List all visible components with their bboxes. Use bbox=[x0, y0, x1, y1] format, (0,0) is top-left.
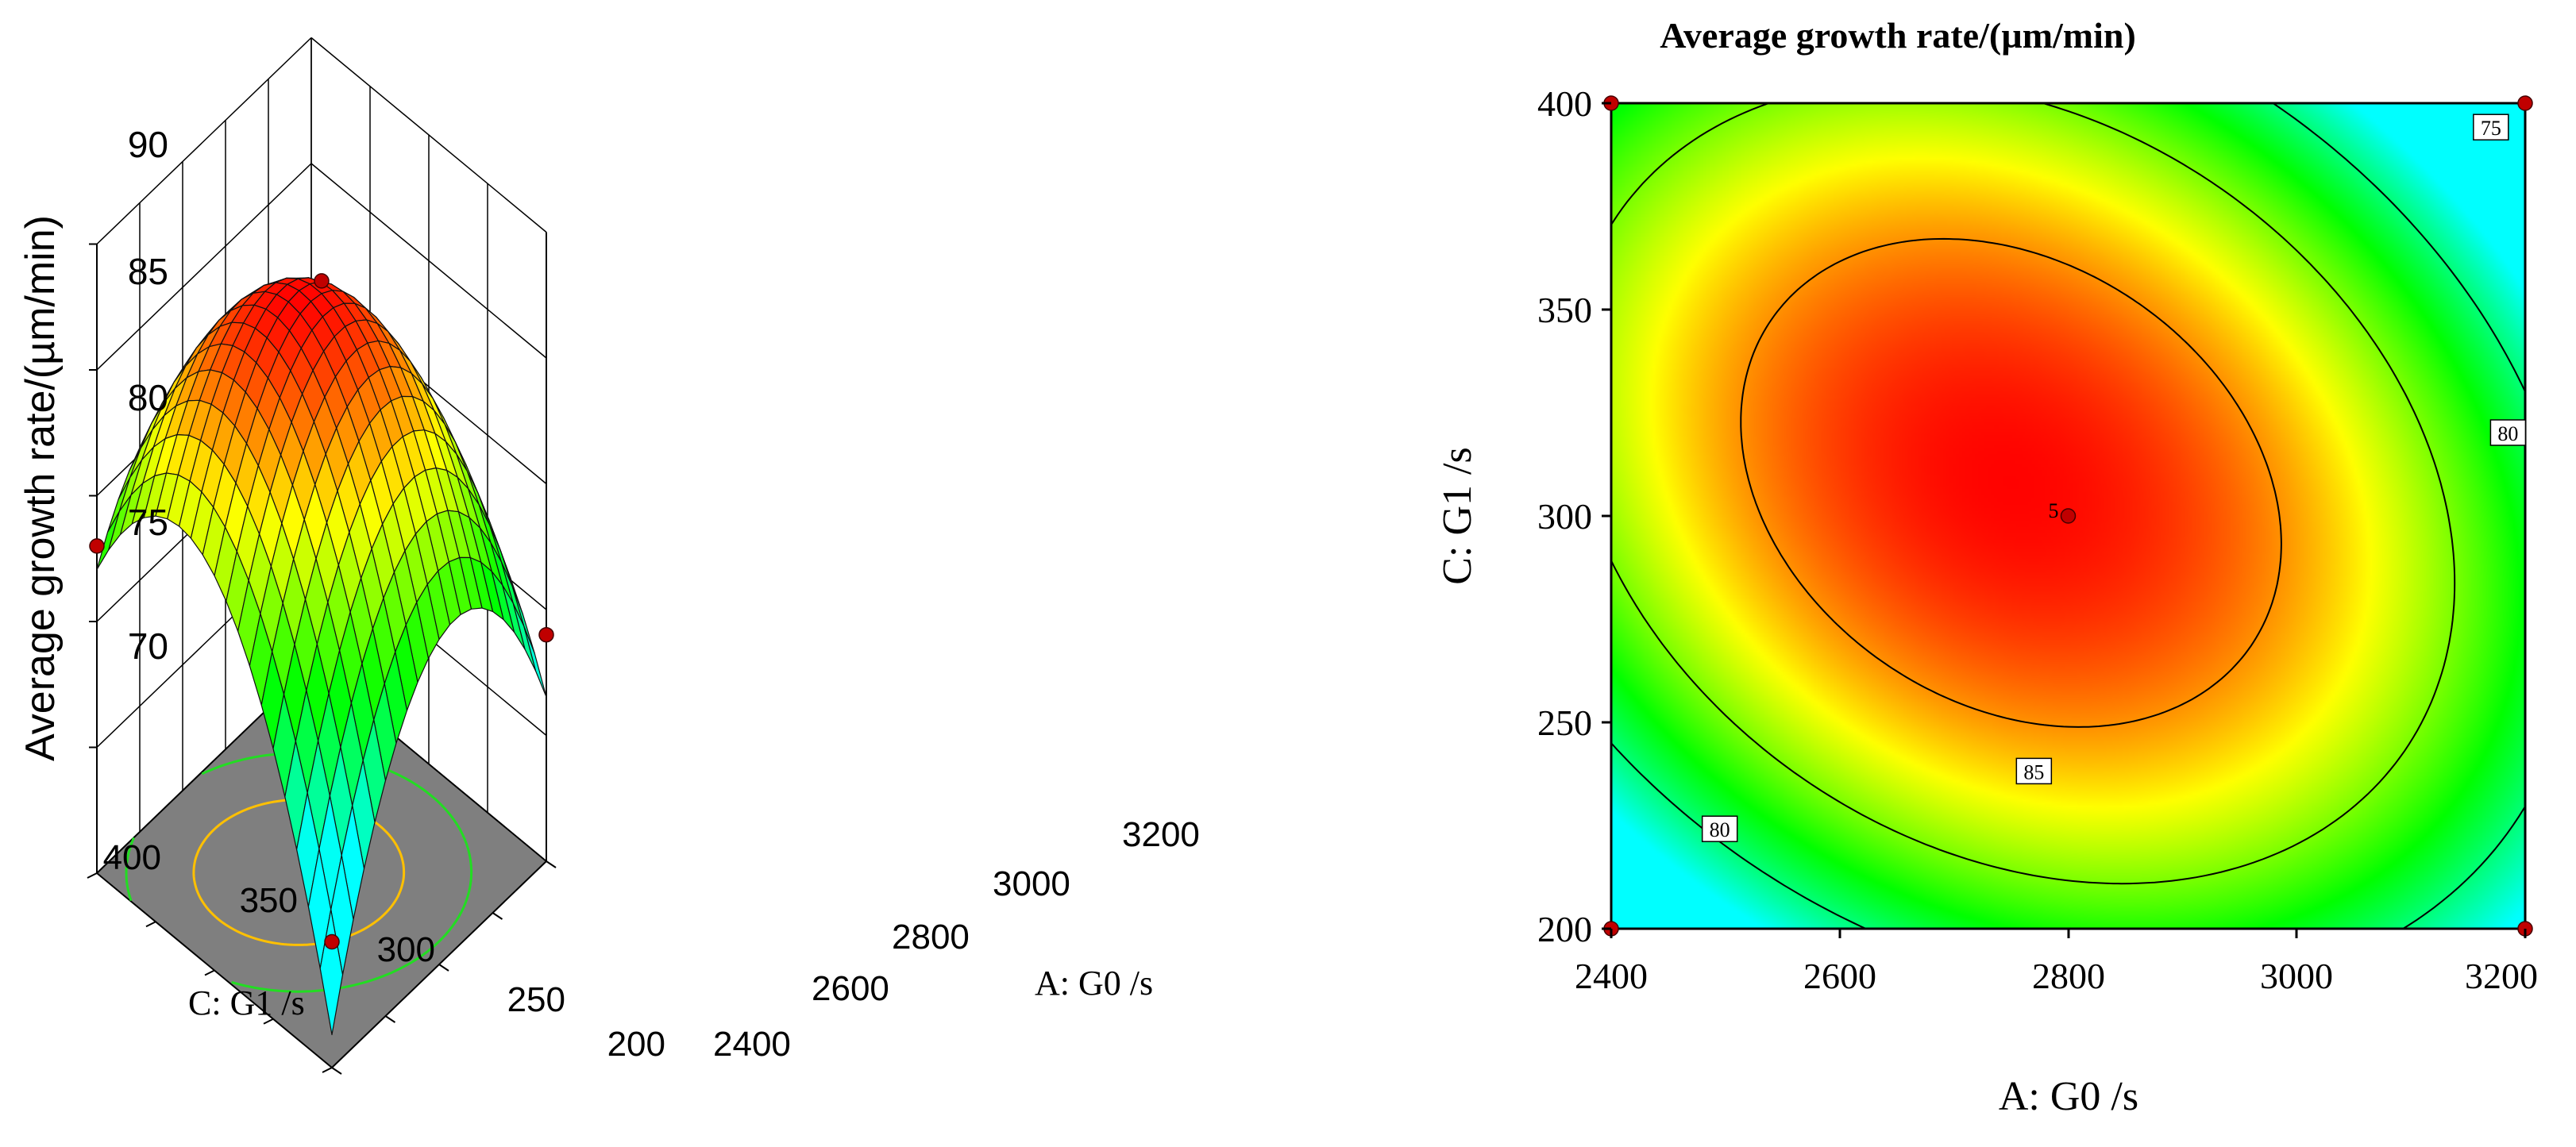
surface-mesh bbox=[96, 277, 547, 1036]
y-tick-label: 200 bbox=[1537, 909, 1592, 949]
contour-title: Average growth rate/(µm/min) bbox=[1660, 15, 2136, 56]
contour-line-85 bbox=[1740, 237, 2282, 728]
x-tick-label: 3200 bbox=[1122, 815, 1200, 854]
y-tick bbox=[322, 1067, 333, 1073]
y-tick-label: 300 bbox=[1537, 496, 1592, 537]
y-tick bbox=[263, 1018, 274, 1025]
y-tick-label: 250 bbox=[507, 980, 565, 1019]
y-tick-label: 300 bbox=[377, 930, 435, 969]
contour-lines bbox=[1611, 103, 2525, 929]
contour-label-box bbox=[2015, 757, 2053, 785]
grid-line bbox=[96, 163, 312, 371]
x-tick bbox=[331, 1067, 342, 1075]
z-axis-label: Average growth rate/(µm/min) bbox=[17, 215, 64, 761]
y-axis-label: C: G1 /s bbox=[188, 983, 305, 1022]
z-tick-label: 75 bbox=[128, 502, 168, 543]
y-tick-label: 400 bbox=[1537, 83, 1592, 124]
center-point bbox=[2060, 508, 2077, 524]
y-tick bbox=[204, 969, 215, 976]
design-point bbox=[89, 538, 105, 554]
contour-label: 80 bbox=[2497, 422, 2518, 445]
x-tick-label: 2400 bbox=[713, 1025, 791, 1064]
surface-patch bbox=[512, 602, 537, 672]
x-tick-label: 2400 bbox=[1575, 956, 1648, 996]
contour-line-80 bbox=[1611, 103, 2456, 885]
z-tick-label: 80 bbox=[128, 377, 168, 418]
design-point bbox=[324, 933, 340, 950]
y-tick bbox=[87, 872, 98, 879]
x-tick-label: 3000 bbox=[993, 864, 1070, 903]
design-point bbox=[314, 273, 330, 289]
y-tick-label: 350 bbox=[1537, 290, 1592, 330]
x-axis-label: A: G0 /s bbox=[1035, 964, 1153, 1003]
x-tick-label: 2600 bbox=[1803, 956, 1876, 996]
center-point-label: 5 bbox=[2049, 499, 2059, 522]
x-tick-label: 2800 bbox=[2032, 956, 2105, 996]
contour-label-box bbox=[2489, 419, 2527, 446]
contour-label: 80 bbox=[1710, 818, 1730, 841]
surface-chart: 90 85 80 75 70 Average growth rate/(µm/m… bbox=[17, 37, 1200, 1075]
z-tick-label: 85 bbox=[128, 251, 168, 292]
x-tick-label: 2600 bbox=[812, 969, 889, 1008]
z-tick-label: 70 bbox=[128, 625, 168, 667]
design-point bbox=[538, 626, 554, 643]
y-tick-label: 350 bbox=[240, 881, 298, 920]
contour-label: 85 bbox=[2023, 760, 2044, 783]
contour-line-75 bbox=[1611, 103, 2525, 929]
y-tick-label: 200 bbox=[607, 1025, 665, 1064]
z-tick-label: 90 bbox=[128, 124, 168, 165]
x-tick bbox=[546, 860, 557, 868]
y-tick-label: 250 bbox=[1537, 702, 1592, 743]
y-axis-label: C: G1 /s bbox=[1435, 447, 1480, 584]
design-point bbox=[2517, 95, 2533, 111]
grid-line bbox=[96, 37, 312, 245]
x-tick-label: 3000 bbox=[2260, 956, 2333, 996]
contour-label-box bbox=[2473, 114, 2509, 140]
contour-points: 5 bbox=[1603, 95, 2533, 937]
x-tick bbox=[438, 964, 449, 972]
contour-label-box bbox=[1701, 815, 1738, 842]
x-axis-label: A: G0 /s bbox=[1999, 1074, 2138, 1119]
x-tick bbox=[492, 912, 503, 920]
x-tick bbox=[384, 1015, 396, 1023]
x-tick-label: 2800 bbox=[892, 918, 970, 956]
y-tick-label: 400 bbox=[103, 838, 161, 877]
x-tick-label: 3200 bbox=[2465, 956, 2538, 996]
y-tick bbox=[145, 921, 156, 928]
contour-label: 75 bbox=[2481, 117, 2501, 140]
contour-labels: 75 80 80 85 bbox=[1701, 114, 2527, 842]
surface-points bbox=[89, 273, 554, 950]
floor-contour-85 bbox=[192, 799, 406, 946]
